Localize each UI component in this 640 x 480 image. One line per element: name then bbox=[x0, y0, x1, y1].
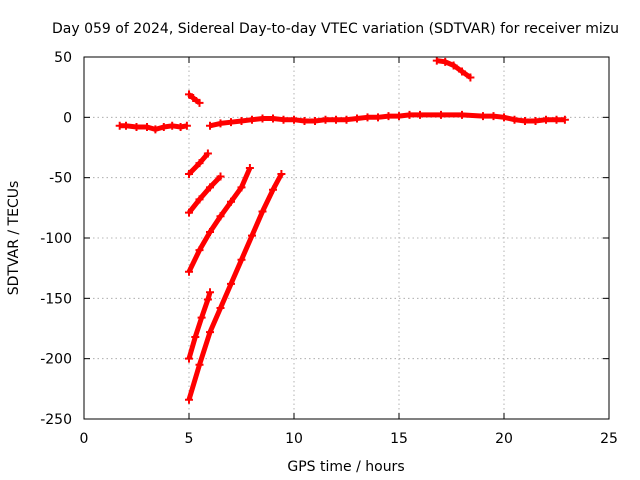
data-point bbox=[203, 295, 212, 304]
data-point bbox=[216, 303, 225, 312]
data-point bbox=[510, 115, 519, 124]
data-point bbox=[195, 360, 204, 369]
y-tick-label: 50 bbox=[54, 50, 72, 66]
data-point bbox=[458, 67, 466, 76]
data-point bbox=[552, 115, 561, 124]
data-point bbox=[185, 354, 193, 363]
y-tick-label: -200 bbox=[40, 352, 72, 368]
series-steep-5 bbox=[186, 172, 284, 401]
data-point bbox=[458, 110, 466, 119]
data-point bbox=[206, 328, 214, 337]
data-point bbox=[269, 114, 277, 123]
data-point bbox=[216, 212, 225, 221]
data-point bbox=[311, 116, 319, 125]
data-point bbox=[277, 170, 286, 179]
data-point bbox=[300, 116, 309, 125]
data-point bbox=[363, 113, 372, 122]
series-steep-2 bbox=[187, 174, 223, 215]
data-point bbox=[437, 110, 445, 119]
data-point bbox=[195, 246, 204, 255]
data-point bbox=[206, 227, 214, 236]
data-point bbox=[479, 112, 487, 121]
data-point bbox=[227, 118, 235, 127]
data-point bbox=[245, 164, 254, 173]
data-point bbox=[405, 110, 414, 119]
data-point bbox=[176, 122, 185, 131]
data-point bbox=[168, 121, 177, 130]
data-point bbox=[248, 231, 256, 240]
y-axis-label: SDTVAR / TECUs bbox=[6, 181, 22, 296]
data-point bbox=[416, 110, 424, 119]
data-point bbox=[185, 170, 193, 179]
data-point bbox=[290, 115, 298, 124]
y-tick-label: 0 bbox=[63, 110, 72, 126]
x-tick-label: 25 bbox=[600, 431, 618, 447]
axis-ticks: 0 5 10 15 20 25 50 0 -50 -100 -150 -200 -250 bbox=[40, 50, 618, 447]
data-point bbox=[542, 115, 550, 124]
data-point bbox=[237, 183, 246, 192]
y-tick-label: -100 bbox=[40, 231, 72, 247]
data-point bbox=[159, 122, 168, 131]
data-point bbox=[353, 114, 361, 123]
data-point bbox=[321, 115, 330, 124]
x-tick-label: 5 bbox=[185, 431, 194, 447]
data-point bbox=[206, 121, 214, 130]
data-point bbox=[195, 195, 204, 204]
data-point bbox=[195, 159, 204, 168]
data-point bbox=[203, 149, 212, 158]
data-point bbox=[269, 185, 277, 194]
data-point bbox=[189, 94, 198, 103]
grid-lines bbox=[84, 57, 609, 419]
data-point bbox=[132, 122, 141, 131]
data-point bbox=[248, 115, 256, 124]
data-point bbox=[122, 121, 130, 130]
data-point bbox=[441, 57, 450, 66]
x-tick-label: 15 bbox=[390, 431, 408, 447]
data-point bbox=[374, 113, 382, 122]
y-tick-label: -50 bbox=[49, 171, 72, 187]
data-point bbox=[432, 56, 441, 65]
data-point bbox=[237, 255, 246, 264]
data-point bbox=[185, 90, 193, 99]
data-point bbox=[342, 115, 351, 124]
data-point bbox=[395, 112, 403, 121]
data-point bbox=[216, 172, 225, 181]
data-series bbox=[115, 56, 569, 404]
data-point bbox=[182, 121, 191, 130]
x-tick-label: 0 bbox=[80, 431, 89, 447]
x-axis-label: GPS time / hours bbox=[287, 459, 404, 475]
data-point bbox=[489, 112, 498, 121]
data-point bbox=[258, 207, 267, 216]
data-point bbox=[332, 115, 340, 124]
y-tick-label: -150 bbox=[40, 291, 72, 307]
data-point bbox=[449, 61, 458, 70]
x-tick-label: 20 bbox=[495, 431, 513, 447]
data-point bbox=[195, 98, 204, 107]
data-point bbox=[258, 114, 267, 123]
data-point bbox=[185, 395, 193, 404]
data-point bbox=[151, 125, 160, 134]
data-point bbox=[206, 183, 214, 192]
data-point bbox=[206, 288, 214, 297]
data-point bbox=[531, 116, 540, 125]
data-point bbox=[197, 313, 206, 322]
data-point bbox=[521, 116, 529, 125]
data-point bbox=[143, 122, 151, 131]
chart-title: Day 059 of 2024, Sidereal Day-to-day VTE… bbox=[52, 21, 619, 37]
x-tick-label: 10 bbox=[285, 431, 303, 447]
data-point bbox=[191, 332, 200, 341]
data-point bbox=[216, 119, 225, 128]
data-point bbox=[185, 267, 193, 276]
data-point bbox=[185, 208, 193, 217]
data-point bbox=[384, 112, 393, 121]
data-point bbox=[279, 115, 288, 124]
data-point bbox=[227, 279, 235, 288]
data-point bbox=[560, 115, 569, 124]
data-point bbox=[227, 197, 235, 206]
data-point bbox=[500, 113, 508, 122]
y-tick-label: -250 bbox=[40, 412, 72, 428]
data-point bbox=[237, 116, 246, 125]
data-point bbox=[466, 73, 475, 82]
